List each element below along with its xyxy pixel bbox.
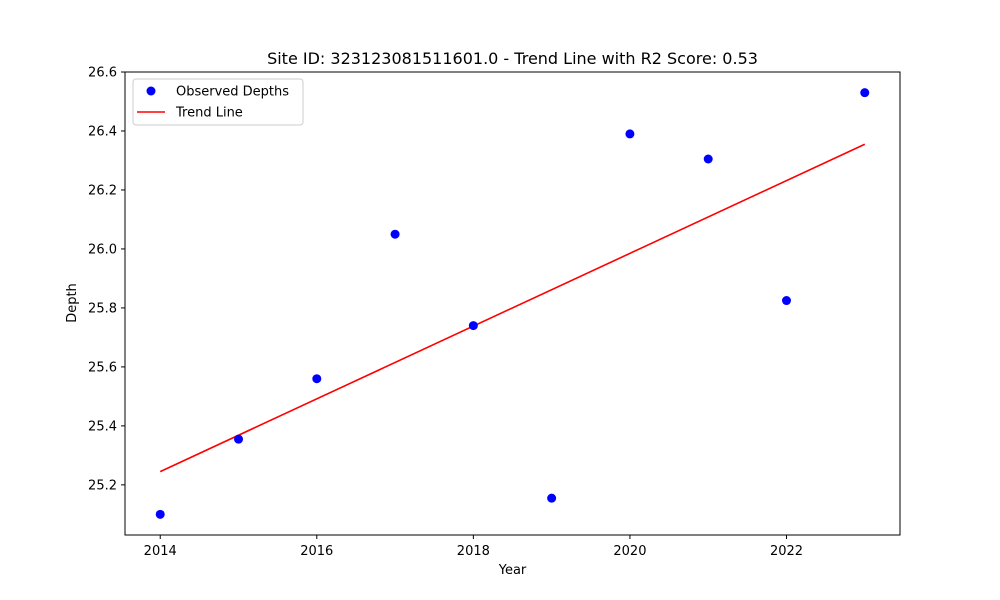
y-tick-label: 26.0	[88, 242, 117, 257]
y-tick-label: 26.4	[88, 124, 117, 139]
legend: Observed Depths Trend Line	[132, 78, 304, 126]
data-point	[468, 321, 478, 331]
legend-box	[132, 78, 304, 126]
data-point	[312, 374, 322, 384]
legend-label: Trend Line	[175, 106, 243, 121]
data-point	[155, 509, 165, 519]
legend-label: Observed Depths	[176, 85, 289, 100]
data-point	[625, 129, 635, 139]
y-axis-label: Depth	[65, 283, 80, 323]
y-tick-label: 25.6	[88, 360, 117, 375]
chart-title: Site ID: 323123081511601.0 - Trend Line …	[267, 49, 758, 68]
trend-line	[159, 143, 866, 473]
axes-frame	[124, 71, 901, 536]
data-point	[703, 154, 713, 164]
x-tick-label: 2016	[300, 544, 333, 559]
y-tick-label: 25.8	[88, 301, 117, 316]
data-point	[234, 434, 244, 444]
x-tick-label: 2020	[613, 544, 646, 559]
legend-marker-observed	[146, 86, 156, 96]
data-point	[860, 88, 870, 98]
y-tick-label: 26.2	[88, 183, 117, 198]
data-point	[781, 296, 791, 306]
plot-area: 2014 2016 2018 2020 2022 25.2 25.4 25.6 25.8 26.0…	[88, 66, 901, 559]
x-tick-label: 2018	[457, 544, 490, 559]
y-tick-label: 25.4	[88, 419, 117, 434]
x-axis-label: Year	[498, 563, 527, 578]
data-point	[390, 229, 400, 239]
y-tick-label: 25.2	[88, 478, 117, 493]
data-point	[547, 493, 557, 503]
x-tick-label: 2014	[144, 544, 177, 559]
x-tick-label: 2022	[770, 544, 803, 559]
y-tick-label: 26.6	[88, 66, 117, 81]
